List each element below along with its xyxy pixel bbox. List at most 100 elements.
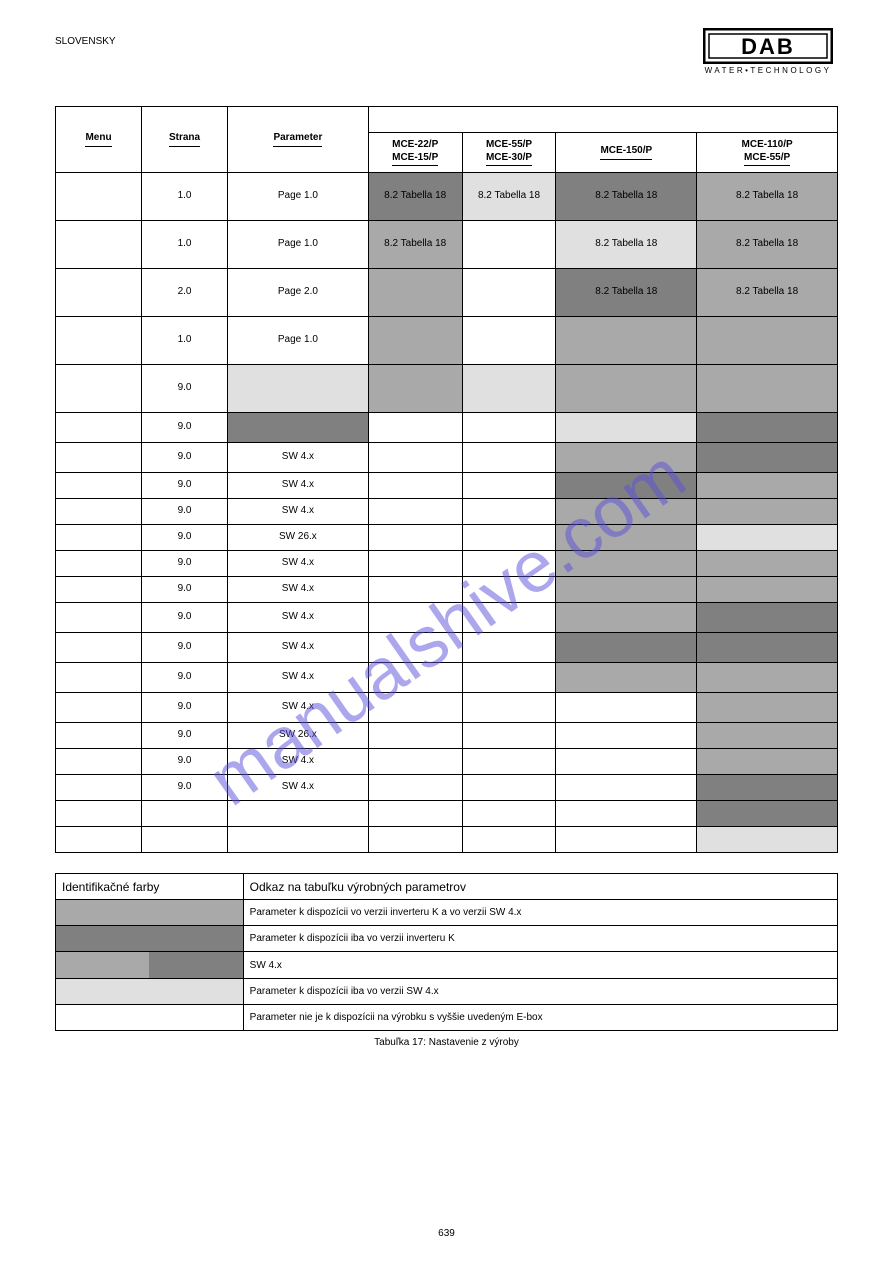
cell-value	[556, 551, 697, 577]
table-row: 9.0SW 4.x	[56, 499, 838, 525]
cell-value: 8.2 Tabella 18	[462, 173, 556, 221]
cell-menu	[56, 551, 142, 577]
cell-param: SW 4.x	[228, 499, 369, 525]
cell-value	[556, 723, 697, 749]
cell-menu	[56, 443, 142, 473]
cell-value	[462, 413, 556, 443]
cell-value	[462, 221, 556, 269]
cell-menu	[56, 633, 142, 663]
cell-menu	[56, 221, 142, 269]
table-row: 9.0SW 26.x	[56, 525, 838, 551]
legend-text: Parameter k dispozícii vo verzii inverte…	[243, 900, 837, 926]
cell-value	[462, 473, 556, 499]
cell-value: 8.2 Tabella 18	[697, 269, 838, 317]
cell-page: 9.0	[142, 663, 228, 693]
cell-value	[462, 365, 556, 413]
cell-menu	[56, 269, 142, 317]
cell-page: 9.0	[142, 473, 228, 499]
legend-swatch	[56, 1005, 244, 1031]
cell-value	[556, 499, 697, 525]
table-row: 9.0SW 4.x	[56, 633, 838, 663]
table-row	[56, 801, 838, 827]
table-row: 9.0SW 4.x	[56, 473, 838, 499]
col-model-4: MCE-110/P MCE-55/P	[697, 133, 838, 173]
cell-value	[556, 749, 697, 775]
cell-value	[556, 525, 697, 551]
language-label: SLOVENSKY	[55, 36, 116, 47]
cell-page: 9.0	[142, 749, 228, 775]
table-row: 1.0Page 1.08.2 Tabella 188.2 Tabella 188…	[56, 173, 838, 221]
cell-value	[368, 749, 462, 775]
page-number: 639	[0, 1228, 893, 1239]
cell-param	[228, 413, 369, 443]
legend-table: Identifikačné farby Odkaz na tabuľku výr…	[55, 873, 838, 1031]
cell-value: 8.2 Tabella 18	[556, 173, 697, 221]
cell-param	[228, 801, 369, 827]
cell-param: SW 26.x	[228, 525, 369, 551]
table-row: 9.0SW 4.x	[56, 749, 838, 775]
col-page: Strana	[142, 107, 228, 173]
cell-value	[697, 443, 838, 473]
cell-value	[697, 749, 838, 775]
cell-param: Page 1.0	[228, 317, 369, 365]
cell-menu	[56, 499, 142, 525]
cell-value	[556, 473, 697, 499]
cell-value	[462, 525, 556, 551]
cell-param: SW 4.x	[228, 473, 369, 499]
cell-menu	[56, 827, 142, 853]
legend-text: Parameter nie je k dispozícii na výrobku…	[243, 1005, 837, 1031]
legend-head-2: Odkaz na tabuľku výrobných parametrov	[243, 874, 837, 900]
cell-value	[368, 525, 462, 551]
cell-menu	[56, 693, 142, 723]
cell-value	[697, 317, 838, 365]
cell-value	[697, 413, 838, 443]
cell-value	[697, 693, 838, 723]
table-header-row-1: Menu Strana Parameter	[56, 107, 838, 133]
cell-value	[368, 775, 462, 801]
cell-page: 9.0	[142, 551, 228, 577]
dab-logo-svg: DAB	[703, 28, 833, 64]
cell-value	[556, 413, 697, 443]
cell-menu	[56, 173, 142, 221]
cell-param: SW 26.x	[228, 723, 369, 749]
cell-value	[556, 577, 697, 603]
legend-text: Parameter k dispozícii iba vo verzii inv…	[243, 926, 837, 952]
cell-menu	[56, 603, 142, 633]
cell-page: 1.0	[142, 221, 228, 269]
cell-menu	[56, 525, 142, 551]
cell-value	[368, 413, 462, 443]
cell-value	[556, 603, 697, 633]
cell-value: 8.2 Tabella 18	[368, 173, 462, 221]
cell-value	[697, 633, 838, 663]
cell-page: 9.0	[142, 365, 228, 413]
table-row: 9.0	[56, 413, 838, 443]
cell-value	[462, 603, 556, 633]
cell-page: 9.0	[142, 577, 228, 603]
brand-logo: DAB WATER•TECHNOLOGY	[703, 28, 833, 75]
col-param: Parameter	[228, 107, 369, 173]
col-model-3: MCE-150/P	[556, 133, 697, 173]
cell-value	[556, 801, 697, 827]
cell-value	[368, 317, 462, 365]
cell-value	[462, 443, 556, 473]
cell-value	[697, 723, 838, 749]
cell-value	[462, 827, 556, 853]
cell-value	[697, 801, 838, 827]
cell-value	[556, 775, 697, 801]
header-group	[368, 107, 837, 133]
cell-param: SW 4.x	[228, 443, 369, 473]
cell-param: SW 4.x	[228, 633, 369, 663]
cell-value	[368, 365, 462, 413]
cell-value	[368, 827, 462, 853]
cell-value	[462, 269, 556, 317]
cell-value	[368, 603, 462, 633]
cell-param: Page 2.0	[228, 269, 369, 317]
col-menu: Menu	[56, 107, 142, 173]
col-model-2: MCE-55/P MCE-30/P	[462, 133, 556, 173]
cell-value	[462, 633, 556, 663]
cell-value	[556, 633, 697, 663]
cell-menu	[56, 577, 142, 603]
table-row: 9.0SW 4.x	[56, 775, 838, 801]
cell-page: 9.0	[142, 413, 228, 443]
table-row: 9.0SW 4.x	[56, 603, 838, 633]
